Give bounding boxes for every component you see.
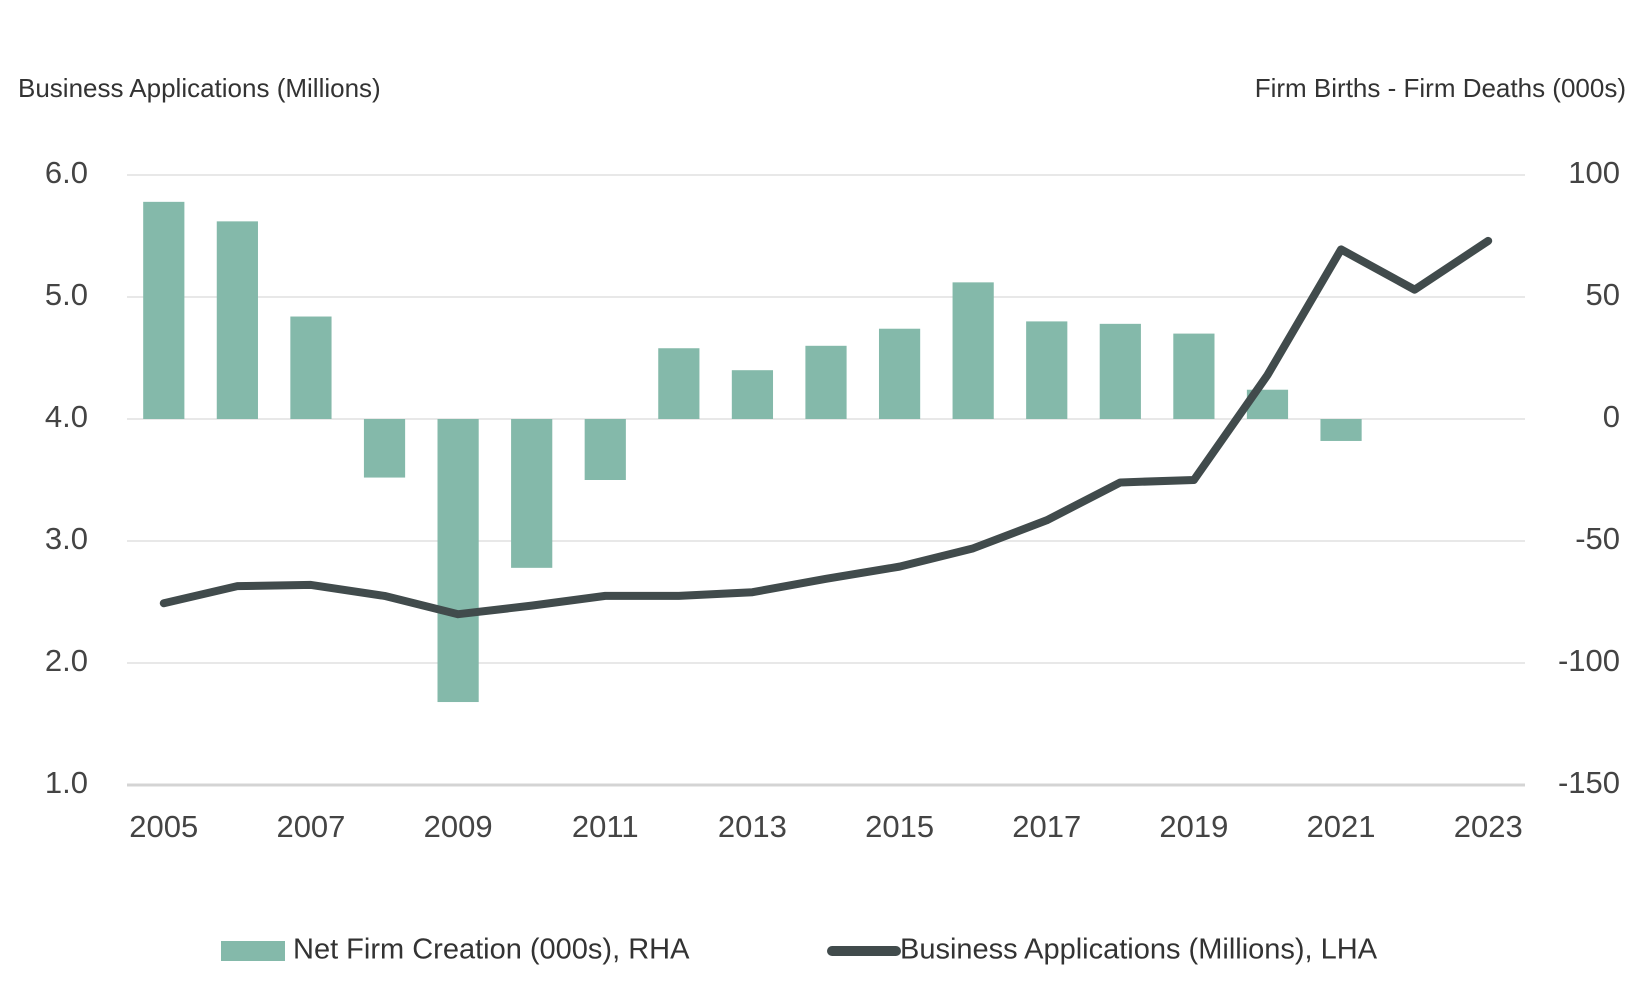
bar	[143, 201, 185, 419]
y2-tick-label: 100	[1568, 155, 1620, 190]
x-tick-label: 2011	[572, 809, 639, 844]
x-tick-label: 2013	[718, 809, 787, 844]
x-tick-label: 2009	[424, 809, 493, 844]
bar	[952, 282, 994, 419]
bar	[511, 419, 553, 568]
y-tick-label: 3.0	[45, 521, 88, 556]
bar	[584, 419, 626, 480]
bar	[1099, 323, 1141, 419]
y2-tick-label: -50	[1575, 521, 1620, 556]
y2-tick-label: -150	[1558, 765, 1620, 800]
bar	[1026, 321, 1068, 419]
x-tick-label: 2019	[1159, 809, 1228, 844]
y-axis-title: Business Applications (Millions)	[18, 73, 381, 103]
y-tick-label: 1.0	[45, 765, 88, 800]
y-tick-label: 5.0	[45, 277, 88, 312]
x-tick-label: 2023	[1454, 809, 1523, 844]
y-tick-label: 4.0	[45, 399, 88, 434]
bar	[290, 316, 332, 419]
y2-tick-label: 0	[1603, 399, 1620, 434]
x-tick-label: 2017	[1012, 809, 1081, 844]
line	[159, 236, 1493, 619]
x-tick-label: 2015	[865, 809, 934, 844]
bar	[878, 328, 921, 419]
y2-axis-title: Firm Births - Firm Deaths (000s)	[1255, 73, 1626, 103]
bar	[216, 221, 258, 419]
y-tick-label: 6.0	[45, 155, 88, 190]
legend-label: Business Applications (Millions), LHA	[900, 934, 1378, 966]
bar	[805, 345, 847, 419]
legend-swatch	[221, 941, 285, 961]
bar	[1173, 333, 1215, 419]
y2-tick-label: -100	[1558, 643, 1620, 678]
x-tick-label: 2007	[276, 809, 345, 844]
bar	[363, 419, 406, 478]
bar	[658, 348, 700, 419]
x-tick-label: 2021	[1307, 809, 1376, 844]
legend-label: Net Firm Creation (000s), RHA	[293, 934, 690, 966]
y-tick-label: 2.0	[45, 643, 88, 678]
bar	[731, 370, 774, 419]
y2-tick-label: 50	[1586, 277, 1620, 312]
x-tick-label: 2005	[129, 809, 198, 844]
bar	[437, 419, 479, 703]
bar	[1320, 419, 1362, 441]
